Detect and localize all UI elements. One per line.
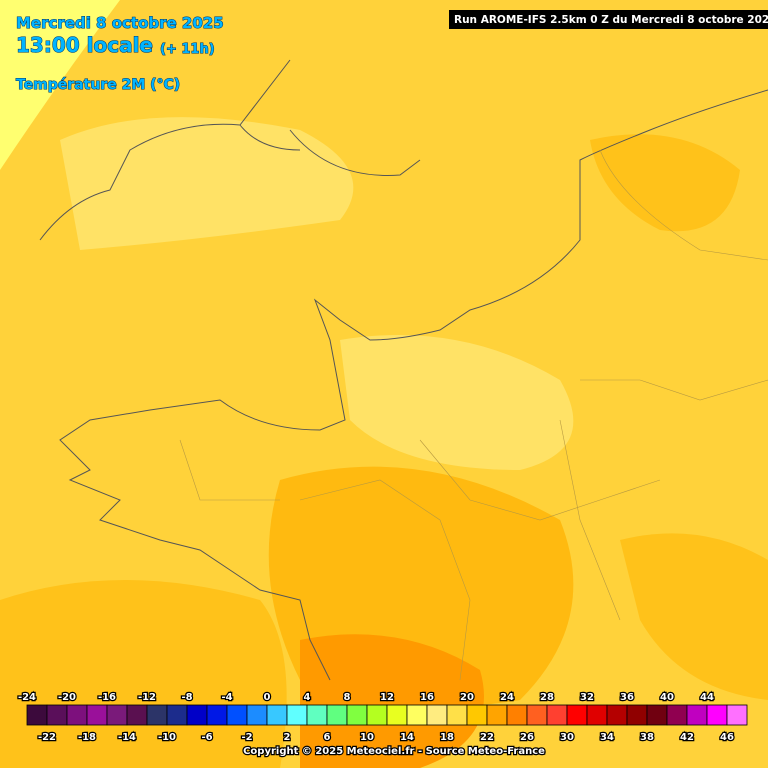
legend-label: 16: [420, 692, 434, 703]
legend-label: 0: [264, 692, 271, 703]
legend-label: -16: [98, 692, 116, 703]
legend-label: 24: [500, 692, 514, 703]
legend-swatch: [406, 704, 428, 726]
warm-area: [620, 533, 768, 700]
legend-swatch: [246, 704, 268, 726]
legend-label: -24: [18, 692, 36, 703]
coastline: [39, 59, 421, 241]
legend-swatch: [726, 704, 748, 726]
warm-area: [340, 335, 574, 470]
legend-swatch: [426, 704, 448, 726]
legend-swatch: [206, 704, 228, 726]
admin-border: [179, 149, 768, 681]
legend-label: 32: [580, 692, 594, 703]
legend-label: 34: [600, 732, 614, 743]
legend-label: -4: [221, 692, 232, 703]
legend-label: 14: [400, 732, 414, 743]
legend-swatch: [66, 704, 88, 726]
warm-area: [60, 117, 354, 250]
legend-label: 26: [520, 732, 534, 743]
legend-swatch: [586, 704, 608, 726]
legend-label: 46: [720, 732, 734, 743]
legend-swatch: [226, 704, 248, 726]
legend-label: 6: [324, 732, 331, 743]
legend-swatch: [666, 704, 688, 726]
legend-label: -18: [78, 732, 96, 743]
legend-swatch: [486, 704, 508, 726]
legend-swatch: [126, 704, 148, 726]
legend-swatch: [106, 704, 128, 726]
legend-label: 18: [440, 732, 454, 743]
legend-label: 20: [460, 692, 474, 703]
legend-swatch: [166, 704, 188, 726]
legend-swatch: [566, 704, 588, 726]
legend-swatch: [546, 704, 568, 726]
time: 13:00 locale: [16, 33, 153, 57]
legend-swatch: [466, 704, 488, 726]
legend-swatch: [686, 704, 708, 726]
legend-swatch: [386, 704, 408, 726]
legend-label: -8: [181, 692, 192, 703]
legend-swatch: [526, 704, 548, 726]
run-box: [449, 10, 768, 29]
copyright: Copyright © 2025 Meteociel.fr - Source M…: [243, 746, 545, 757]
legend-label: -6: [201, 732, 212, 743]
legend-swatch: [346, 704, 368, 726]
lead-time: (+ 11h): [160, 42, 215, 57]
legend-swatch: [26, 704, 48, 726]
legend-label: 44: [700, 692, 714, 703]
legend-swatch: [366, 704, 388, 726]
coastline: [59, 89, 768, 681]
parameter: Température 2M (°C): [16, 77, 180, 93]
legend-label: 8: [344, 692, 351, 703]
legend-swatch: [706, 704, 728, 726]
legend-label: 22: [480, 732, 494, 743]
legend-label: -12: [138, 692, 156, 703]
legend-swatch: [626, 704, 648, 726]
legend-label: -14: [118, 732, 136, 743]
legend-swatch: [606, 704, 628, 726]
legend-swatch: [446, 704, 468, 726]
legend-swatch: [326, 704, 348, 726]
cool-area: [0, 0, 120, 170]
legend-swatch: [86, 704, 108, 726]
legend-label: 42: [680, 732, 694, 743]
legend-label: 12: [380, 692, 394, 703]
legend-swatch: [186, 704, 208, 726]
date: Mercredi 8 octobre 2025: [16, 14, 224, 32]
legend-label: 30: [560, 732, 574, 743]
legend-label: -10: [158, 732, 176, 743]
legend-swatch: [306, 704, 328, 726]
run-info: Run AROME-IFS 2.5km 0 Z du Mercredi 8 oc…: [454, 14, 768, 26]
legend-label: 4: [304, 692, 311, 703]
legend-label: 38: [640, 732, 654, 743]
legend-label: 28: [540, 692, 554, 703]
hot-area: [300, 634, 484, 768]
legend-swatch: [646, 704, 668, 726]
legend-label: 10: [360, 732, 374, 743]
legend-label: 40: [660, 692, 674, 703]
legend-swatch: [506, 704, 528, 726]
legend-label: -20: [58, 692, 76, 703]
legend-swatch: [146, 704, 168, 726]
legend-label: 2: [284, 732, 291, 743]
warm-area: [590, 134, 740, 232]
legend-swatch: [286, 704, 308, 726]
legend-label: -22: [38, 732, 56, 743]
legend-label: -2: [241, 732, 252, 743]
legend-swatch: [266, 704, 288, 726]
legend-label: 36: [620, 692, 634, 703]
legend-swatch: [46, 704, 68, 726]
